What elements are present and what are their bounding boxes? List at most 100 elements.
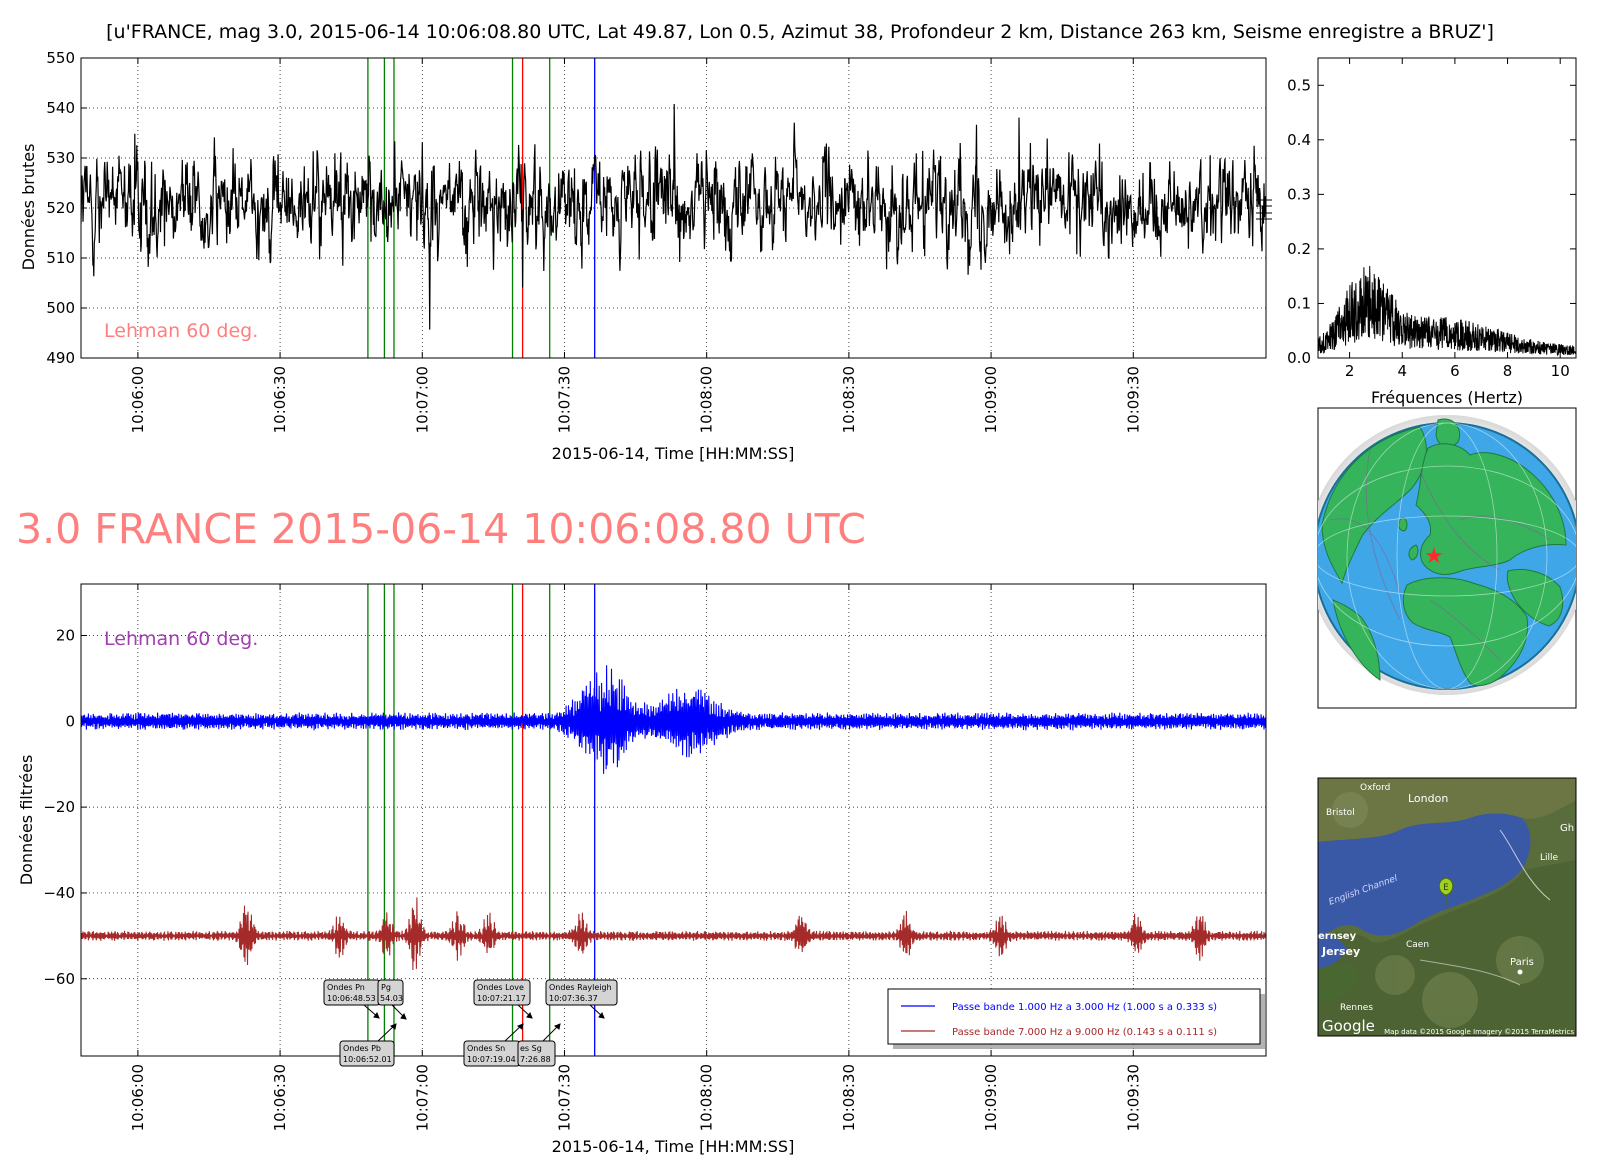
- map-frame: [1317, 777, 1577, 1037]
- phase-arrows: [363, 1004, 605, 1042]
- y-tick-label: 0: [65, 712, 75, 730]
- x-tick-label: 10:08:30: [840, 366, 858, 433]
- map-france: [1318, 860, 1576, 1036]
- raw-trace: [81, 103, 1266, 330]
- svg-text:10:07:19.04: 10:07:19.04: [467, 1055, 516, 1064]
- spectrum-x-label: Fréquences (Hertz): [1371, 388, 1523, 407]
- x-tick-label: 10:06:00: [129, 366, 147, 433]
- x-tick-label: 10:06:00: [129, 1064, 147, 1131]
- filtered-annotation: Lehman 60 deg.: [104, 628, 258, 650]
- svg-text:Pg: Pg: [381, 983, 391, 992]
- x-tick-label: 10:08:00: [698, 366, 716, 433]
- map-label-bristol: Bristol: [1326, 808, 1355, 818]
- x-tick-label: 6: [1450, 362, 1460, 380]
- x-tick-label: 10: [1551, 362, 1570, 380]
- y-tick-label: 520: [46, 199, 75, 217]
- x-tick-label: 4: [1397, 362, 1407, 380]
- y-tick-label: −40: [43, 884, 75, 902]
- svg-text:Ondes Love: Ondes Love: [477, 983, 524, 992]
- filtered-x-label: 2015-06-14, Time [HH:MM:SS]: [552, 1137, 795, 1156]
- y-tick-label: 0.5: [1287, 76, 1311, 94]
- svg-text:E: E: [1443, 883, 1449, 893]
- svg-text:10:06:48.53: 10:06:48.53: [327, 994, 376, 1003]
- map-label-lille: Lille: [1540, 853, 1559, 863]
- map-label-london: London: [1408, 792, 1448, 805]
- raw-right-marks: [1256, 199, 1272, 220]
- filtered-y-ticks: 20 0 −20 −40 −60: [43, 626, 87, 988]
- map-england: [1318, 778, 1576, 842]
- y-tick-label: 0.2: [1287, 240, 1311, 258]
- spectrum-axes-frame: [1317, 57, 1577, 359]
- svg-text:es Sg: es Sg: [520, 1044, 542, 1053]
- spectrum-panel: 0.0 0.1 0.2 0.3 0.4 0.5 2 4 6 8 10 Fréquences (He…: [1287, 57, 1577, 407]
- x-tick-label: 10:09:30: [1124, 366, 1142, 433]
- filtered-y-label: Données filtrées: [17, 755, 36, 886]
- phase-box-sg: es Sg 7:26.88: [517, 1040, 556, 1067]
- map-label-caen: Caen: [1406, 940, 1429, 950]
- svg-text:10:06:52.01: 10:06:52.01: [343, 1055, 392, 1064]
- filtered-panel: 200−20−40−60 10:06:00 10:06:30 10:07:00 10:…: [17, 583, 1267, 1156]
- globe-map: ★: [1317, 407, 1577, 709]
- x-tick-label: 10:07:00: [413, 1064, 431, 1131]
- x-tick-label: 10:07:30: [555, 366, 573, 433]
- y-tick-label: 510: [46, 249, 75, 267]
- phase-box-rayleigh: Ondes Rayleigh 10:07:36.37: [545, 979, 618, 1006]
- svg-text:10:07:21.17: 10:07:21.17: [477, 994, 526, 1003]
- y-tick-label: 540: [46, 99, 75, 117]
- y-tick-label: −60: [43, 970, 75, 988]
- phase-annotations: Ondes Pn 10:06:48.53 Pg 54.03 Ondes Pb 1…: [323, 979, 618, 1067]
- filtered-x-ticks: 10:06:00 10:06:30 10:07:00 10:07:30 10:08:00…: [129, 584, 1142, 1131]
- globe-landmasses: [1321, 418, 1567, 687]
- map-label-paris: Paris: [1510, 957, 1534, 968]
- y-tick-label: 490: [46, 349, 75, 367]
- x-tick-label: 10:08:30: [840, 1064, 858, 1131]
- x-tick-label: 10:09:00: [982, 1064, 1000, 1131]
- spectrum-x-ticks: 2 4 6 8 10: [1345, 58, 1570, 380]
- x-tick-label: 10:07:30: [555, 1064, 573, 1131]
- epicenter-star-icon: ★: [1424, 544, 1444, 569]
- map-west-sea: [1318, 934, 1348, 970]
- legend-blue-label: Passe bande 1.000 Hz a 3.000 Hz (1.000 s…: [952, 1002, 1217, 1013]
- y-tick-label: 20: [56, 626, 75, 644]
- x-tick-label: 8: [1503, 362, 1513, 380]
- globe-graticule: [1318, 422, 1576, 690]
- phase-box-pb: Ondes Pb 10:06:52.01: [339, 1040, 395, 1067]
- map-marker-icon: E: [1438, 877, 1454, 906]
- x-tick-label: 10:07:00: [413, 366, 431, 433]
- phase-box-sn: Ondes Sn 10:07:19.04: [463, 1040, 521, 1067]
- header-title: [u'FRANCE, mag 3.0, 2015-06-14 10:06:08.…: [106, 21, 1494, 43]
- y-tick-label: −20: [43, 798, 75, 816]
- y-tick-label: 500: [46, 299, 75, 317]
- red-filtered-trace: [81, 897, 1266, 971]
- svg-text:Ondes Pb: Ondes Pb: [343, 1044, 381, 1053]
- raw-annotation: Lehman 60 deg.: [104, 320, 258, 342]
- svg-text:7:26.88: 7:26.88: [520, 1055, 551, 1064]
- map-label-gh: Gh: [1560, 823, 1574, 834]
- x-tick-label: 2: [1345, 362, 1355, 380]
- phase-box-pg: Pg 54.03: [377, 979, 404, 1006]
- globe-borders: [1329, 449, 1551, 661]
- filtered-phase-lines: [367, 584, 596, 1056]
- big-title: 3.0 FRANCE 2015-06-14 10:06:08.80 UTC: [16, 505, 866, 553]
- y-tick-label: 0.4: [1287, 131, 1311, 149]
- x-tick-label: 10:08:00: [698, 1064, 716, 1131]
- y-tick-label: 0.1: [1287, 294, 1311, 312]
- map-label-guernsey: ernsey: [1318, 931, 1357, 942]
- y-tick-label: 530: [46, 149, 75, 167]
- raw-x-ticks: 10:06:00 10:06:30 10:07:00 10:07:30 10:08:00…: [129, 58, 1142, 433]
- svg-text:Ondes Sn: Ondes Sn: [467, 1044, 505, 1053]
- filtered-axes-frame: [80, 583, 1267, 1057]
- map-label-rennes: Rennes: [1340, 1003, 1373, 1013]
- spectrum-trace: [1318, 265, 1576, 357]
- map-label-jersey: Jersey: [1321, 945, 1360, 958]
- raw-x-label: 2015-06-14, Time [HH:MM:SS]: [552, 444, 795, 463]
- y-tick-label: 0.0: [1287, 349, 1311, 367]
- google-logo: Google: [1322, 1017, 1375, 1035]
- x-tick-label: 10:09:00: [982, 366, 1000, 433]
- y-tick-label: 550: [46, 49, 75, 67]
- svg-text:Ondes Rayleigh: Ondes Rayleigh: [549, 983, 612, 992]
- legend-red-label: Passe bande 7.000 Hz a 9.000 Hz (0.143 s…: [952, 1027, 1217, 1038]
- x-tick-label: 10:09:30: [1124, 1064, 1142, 1131]
